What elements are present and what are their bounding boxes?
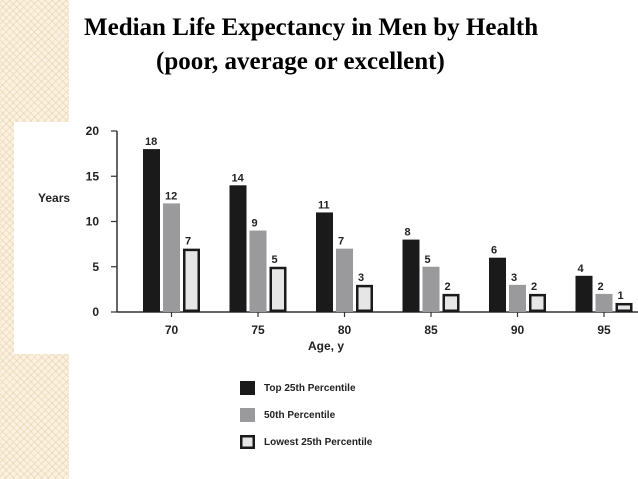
- bars: [143, 149, 633, 313]
- x-tick-label: 95: [597, 323, 611, 337]
- x-axis: 70 75 80 85 90 95: [117, 311, 638, 337]
- x-tick-label: 70: [165, 323, 179, 337]
- bar-mid: [422, 266, 440, 312]
- bar-low: [356, 284, 373, 313]
- x-axis-label: Age, y: [308, 339, 344, 353]
- legend-label: 50th Percentile: [264, 410, 336, 421]
- data-label: 5: [425, 254, 431, 266]
- data-label: 12: [165, 190, 177, 202]
- chart-title: Median Life Expectancy in Men by Health: [84, 14, 539, 41]
- data-label: 9: [252, 218, 258, 230]
- data-label: 3: [358, 272, 364, 284]
- data-label: 2: [445, 281, 451, 293]
- bar-low: [615, 302, 633, 313]
- bar-top: [489, 257, 506, 312]
- data-label: 6: [491, 245, 497, 257]
- data-label: 7: [338, 236, 344, 248]
- data-label: 3: [511, 272, 517, 284]
- data-label: 7: [185, 236, 191, 248]
- bar-low: [442, 293, 460, 312]
- x-tick-label: 85: [424, 323, 438, 337]
- legend-swatch: [240, 435, 255, 449]
- y-tick-label: 10: [86, 215, 100, 229]
- legend-swatch: [240, 381, 255, 395]
- data-label: 11: [318, 199, 330, 211]
- bar-mid: [163, 203, 180, 312]
- data-label: 1: [618, 290, 624, 302]
- data-label: 2: [598, 281, 604, 293]
- bar-low: [529, 293, 546, 312]
- data-label: 18: [145, 136, 157, 148]
- bar-low: [269, 266, 287, 312]
- x-tick-label: 90: [511, 323, 525, 337]
- x-tick-label: 80: [338, 323, 352, 337]
- bar-top: [575, 275, 593, 312]
- data-label: 14: [232, 172, 245, 184]
- bar-mid: [336, 248, 353, 312]
- data-label: 2: [531, 281, 537, 293]
- left-panel: [14, 122, 72, 354]
- legend-label: Top 25th Percentile: [264, 383, 356, 394]
- y-tick-label: 20: [86, 124, 100, 138]
- data-labels: 18 12 7 14 9 5 11 7 3 8 5 2 6 3 2 4 2 1: [145, 136, 624, 302]
- data-label: 8: [405, 227, 411, 239]
- bar-low: [183, 248, 200, 312]
- bar-top: [143, 149, 160, 312]
- data-label: 5: [272, 254, 278, 266]
- data-label: 4: [578, 263, 585, 275]
- bar-top: [402, 239, 420, 312]
- y-tick-label: 15: [86, 169, 100, 183]
- bar-top: [316, 212, 333, 312]
- legend-label: Lowest 25th Percentile: [264, 437, 373, 448]
- chart-subtitle: (poor, average or excellent): [156, 48, 445, 75]
- x-tick-label: 75: [251, 323, 265, 337]
- legend-swatch: [240, 408, 255, 422]
- bar-mid: [509, 284, 526, 312]
- y-axis: 20 15 10 5 0: [86, 124, 118, 319]
- y-axis-label: Years: [38, 191, 70, 205]
- bar-top: [229, 185, 247, 312]
- bar-mid: [595, 293, 613, 312]
- legend: Top 25th Percentile 50th Percentile Lowest…: [240, 381, 373, 449]
- bar-mid: [249, 230, 267, 312]
- y-tick-label: 0: [92, 305, 99, 319]
- y-tick-label: 5: [92, 260, 99, 274]
